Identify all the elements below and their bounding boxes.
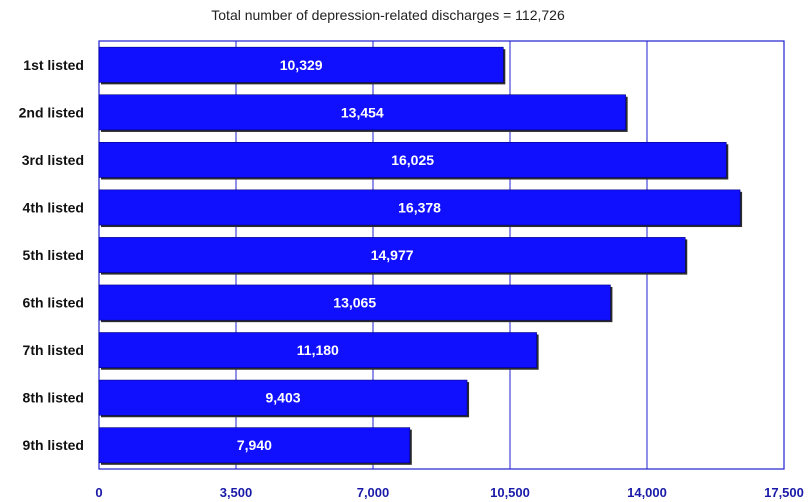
x-axis-ticks: 0 3,500 7,000 10,500 14,000 17,500 [95, 485, 804, 500]
category-label: 1st listed [23, 57, 84, 73]
bar [98, 284, 611, 321]
category-label: 4th listed [23, 199, 84, 215]
category-label: 7th listed [23, 342, 84, 358]
bar-value-label: 13,065 [333, 295, 376, 311]
bar-value-label: 9,403 [266, 390, 301, 406]
bar-group: 9,403 [98, 379, 470, 418]
bar-group: 13,065 [98, 284, 613, 323]
category-label: 5th listed [23, 247, 84, 263]
bar-group: 14,977 [98, 237, 688, 275]
bar-value-label: 7,940 [237, 437, 272, 453]
bar-value-label: 16,025 [391, 152, 434, 168]
category-label: 3rd listed [22, 152, 84, 168]
category-label: 6th listed [23, 295, 84, 311]
bar-value-label: 14,977 [371, 247, 414, 263]
bar-group: 11,180 [98, 332, 539, 370]
bar-value-label: 16,378 [398, 199, 441, 215]
bar [98, 379, 468, 416]
x-tick-label: 7,000 [357, 485, 390, 500]
category-label: 8th listed [23, 390, 84, 406]
bar [98, 427, 411, 464]
bar-group: 13,454 [98, 94, 628, 132]
bar-value-label: 10,329 [280, 57, 323, 73]
bar-group: 7,940 [98, 427, 412, 465]
category-labels: 1st listed 2nd listed 3rd listed 4th listed… [19, 57, 84, 453]
bar [98, 46, 504, 83]
bar [98, 94, 626, 131]
bars: 10,329 13,454 16,025 16,378 14,977 13,065 11,1… [98, 46, 743, 465]
bar [98, 141, 727, 178]
bar [98, 237, 686, 273]
bar-group: 16,378 [98, 189, 743, 228]
x-tick-label: 0 [95, 485, 102, 500]
x-tick-label: 14,000 [627, 485, 667, 500]
x-tick-label: 17,500 [764, 485, 804, 500]
category-label: 2nd listed [19, 104, 84, 120]
bar-group: 16,025 [98, 141, 729, 180]
bar-value-label: 11,180 [297, 342, 339, 358]
bar-group: 10,329 [98, 46, 506, 85]
category-label: 9th listed [23, 437, 84, 453]
x-tick-label: 3,500 [220, 485, 253, 500]
bar [98, 332, 537, 369]
chart-title: Total number of depression-related disch… [211, 7, 565, 23]
x-tick-label: 10,500 [490, 485, 530, 500]
bar [98, 189, 741, 226]
bar-value-label: 13,454 [341, 104, 384, 120]
